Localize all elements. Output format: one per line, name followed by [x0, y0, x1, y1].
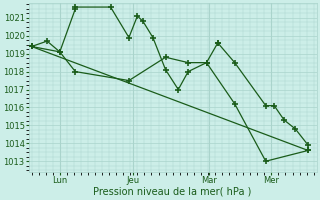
- X-axis label: Pression niveau de la mer( hPa ): Pression niveau de la mer( hPa ): [93, 187, 252, 197]
